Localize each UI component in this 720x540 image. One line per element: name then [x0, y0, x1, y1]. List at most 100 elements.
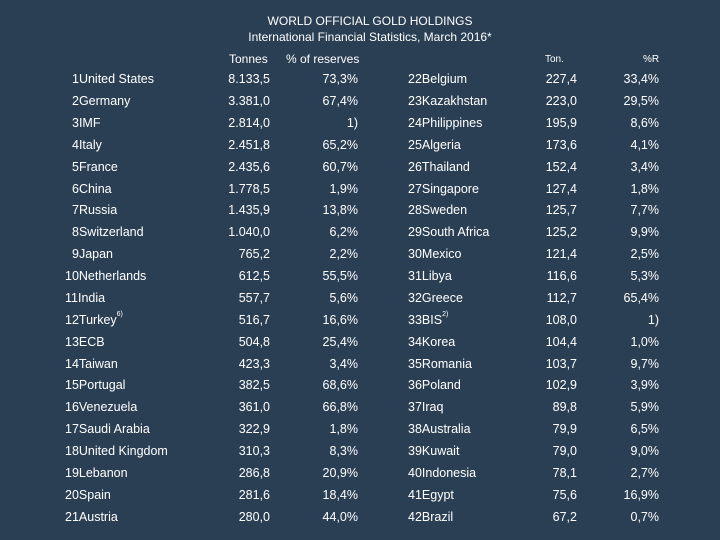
cell-text: 55,5%: [322, 269, 358, 283]
tonnes-value: 227,4: [520, 72, 577, 86]
pct-reserves-value: 73,3%: [280, 72, 358, 86]
tonnes-value: 223,0: [520, 94, 577, 108]
cell-text: 29,5%: [623, 94, 659, 108]
cell-text: 227,4: [545, 72, 577, 86]
cell-text: 1,8%: [329, 422, 359, 436]
tonnes-value: 127,4: [520, 182, 577, 196]
pct-reserves-value: 29,5%: [600, 94, 659, 108]
cell-text: 3,4%: [329, 357, 359, 371]
pct-reserves-value: 16,9%: [600, 488, 659, 502]
country-name: 8Switzerland: [72, 225, 144, 239]
tonnes-value: 1.040,0: [200, 225, 270, 239]
cell-text: 20,9%: [322, 466, 358, 480]
cell-text: 1,8%: [630, 182, 660, 196]
table-row: 4Italy 2.451,8 65,2% 25Algeria 173,6 4,1%: [0, 138, 720, 158]
cell-text: 26Thailand: [408, 160, 470, 174]
cell-text: 2.451,8: [228, 138, 270, 152]
table-row: 16Venezuela 361,0 66,8% 37Iraq 89,8 5,9%: [0, 400, 720, 420]
page-subtitle: International Financial Statistics, Marc…: [248, 30, 492, 44]
pct-reserves-value: 0,7%: [600, 510, 660, 524]
cell-text: 103,7: [545, 357, 577, 371]
pct-reserves-value: 65,4%: [600, 291, 659, 305]
country-name: 32Greece: [408, 291, 463, 305]
cell-text: 33BIS: [408, 313, 443, 327]
cell-text: 41Egypt: [408, 488, 454, 502]
pct-reserves-value: 66,8%: [280, 400, 358, 414]
country-name: 24Philippines: [408, 116, 482, 130]
tonnes-value: 2.814,0: [200, 116, 270, 130]
cell-text: 18United Kingdom: [65, 444, 168, 458]
cell-text: 2,2%: [329, 247, 359, 261]
cell-text: 8.133,5: [228, 72, 270, 86]
table-row: 17Saudi Arabia 322,9 1,8% 38Australia 79,9 6,…: [0, 422, 720, 442]
cell-text: 32Greece: [408, 291, 463, 305]
table-row: 12Turkey6) 516,7 16,6% 33BIS2) 108,0 1): [0, 311, 720, 333]
table-row: 13ECB 504,8 25,4% 34Korea 104,4 1,0%: [0, 335, 720, 355]
tonnes-value: 195,9: [520, 116, 577, 130]
country-name: 16Venezuela: [65, 400, 137, 414]
tonnes-value: 382,5: [200, 378, 270, 392]
country-name: 26Thailand: [408, 160, 470, 174]
country-name: 28Sweden: [408, 203, 467, 217]
table-row: 3IMF 2.814,0 1) 24Philippines 195,9 8,6%: [0, 116, 720, 136]
table-row: 7Russia 1.435,9 13,8% 28Sweden 125,7 7,7%: [0, 203, 720, 223]
cell-text: 1.435,9: [228, 203, 270, 217]
cell-text: 12Turkey: [65, 313, 117, 327]
cell-text: 2Germany: [72, 94, 131, 108]
cell-text: 423,3: [238, 357, 270, 371]
country-name: 9Japan: [72, 247, 113, 261]
pct-reserves-value: 13,8%: [280, 203, 358, 217]
cell-text: 173,6: [545, 138, 577, 152]
footnote-marker: 6): [116, 311, 123, 318]
cell-text: 9,9%: [630, 225, 660, 239]
cell-text: 8,3%: [329, 444, 359, 458]
pct-reserves-value: 1): [600, 313, 659, 327]
cell-text: 1): [647, 313, 659, 327]
pct-reserves-value: 44,0%: [280, 510, 358, 524]
country-name: 34Korea: [408, 335, 455, 349]
cell-text: 25Algeria: [408, 138, 461, 152]
cell-text: 116,6: [546, 269, 577, 283]
tonnes-value: 361,0: [200, 400, 270, 414]
cell-text: 125,7: [545, 203, 577, 217]
cell-text: 6China: [72, 182, 112, 196]
pct-reserves-value: 3,9%: [600, 378, 660, 392]
country-name: 13ECB: [65, 335, 105, 349]
tonnes-value: 108,0: [520, 313, 577, 327]
cell-text: 3.381,0: [228, 94, 270, 108]
cell-text: 2,7%: [630, 466, 660, 480]
tonnes-value: 121,4: [520, 247, 577, 261]
tonnes-value: 102,9: [520, 378, 577, 392]
table-row: 19Lebanon 286,8 20,9% 40Indonesia 78,1 2,7%: [0, 466, 720, 486]
cell-text: 2.814,0: [228, 116, 270, 130]
pct-reserves-value: 9,7%: [600, 357, 660, 371]
cell-text: 195,9: [545, 116, 577, 130]
cell-text: 3,9%: [630, 378, 660, 392]
cell-text: 20Spain: [65, 488, 111, 502]
cell-text: 5France: [72, 160, 118, 174]
pct-reserves-value: 33,4%: [600, 72, 659, 86]
cell-text: 89,8: [552, 400, 577, 414]
pct-reserves-value: 9,0%: [600, 444, 660, 458]
table-row: 5France 2.435,6 60,7% 26Thailand 152,4 3,4%: [0, 160, 720, 180]
footnote-marker: 2): [442, 311, 449, 318]
country-name: 39Kuwait: [408, 444, 459, 458]
pct-reserves-value: 6,2%: [280, 225, 359, 239]
cell-text: 3,4%: [630, 160, 660, 174]
pct-reserves-value: 3,4%: [280, 357, 359, 371]
pct-reserves-value: 20,9%: [280, 466, 358, 480]
pct-reserves-value: 7,7%: [600, 203, 660, 217]
tonnes-value: 79,9: [520, 422, 577, 436]
country-name: 3IMF: [72, 116, 100, 130]
table-row: 9Japan 765,2 2,2% 30Mexico 121,4 2,5%: [0, 247, 720, 267]
pct-reserves-value: 1,8%: [600, 182, 660, 196]
country-name: 30Mexico: [408, 247, 462, 261]
pct-reserves-value: 18,4%: [280, 488, 358, 502]
cell-text: 67,4%: [322, 94, 358, 108]
country-name: 38Australia: [408, 422, 471, 436]
cell-text: 223,0: [545, 94, 577, 108]
cell-text: 14Taiwan: [65, 357, 118, 371]
tonnes-value: 3.381,0: [200, 94, 270, 108]
tonnes-value: 125,2: [520, 225, 577, 239]
cell-text: 37Iraq: [408, 400, 444, 414]
